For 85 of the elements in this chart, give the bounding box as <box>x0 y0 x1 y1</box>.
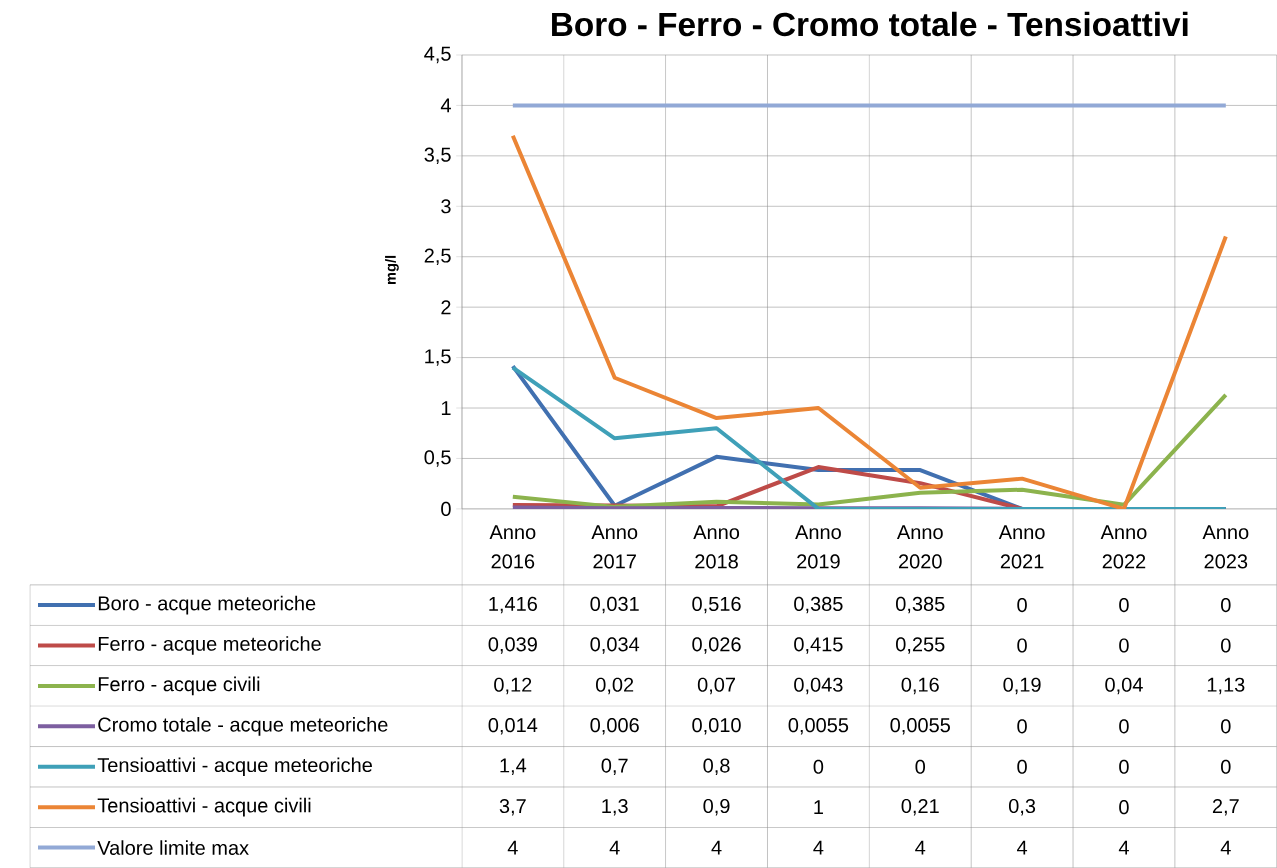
line-series <box>510 133 1228 509</box>
data-label: 0,02 <box>596 677 634 695</box>
legend-label: Tensioattivi - acque meteoriche <box>97 757 372 777</box>
y-tick-label: 2,5 <box>424 248 451 265</box>
data-label: 0,010 <box>692 718 741 735</box>
data-label: 0,7 <box>601 758 628 775</box>
data-label: 0 <box>1221 719 1231 734</box>
data-label: 0,9 <box>703 798 730 816</box>
x-tick-label: Anno 2022 <box>1100 525 1147 569</box>
data-label: 0 <box>1119 759 1129 774</box>
data-label: 4 <box>813 840 824 855</box>
legend-label: Ferro - acque civili <box>98 676 260 696</box>
data-label: 0 <box>1119 800 1129 815</box>
data-label: 0,0055 <box>788 718 849 735</box>
data-label: 0,19 <box>1003 677 1041 695</box>
data-label: 0 <box>915 759 926 774</box>
chart-title: Boro - Ferro - Cromo totale - Tensioattivi <box>552 11 1188 37</box>
data-label: 4 <box>711 840 722 855</box>
x-tick-label: Anno 2019 <box>795 525 841 569</box>
data-label: 1,13 <box>1207 677 1245 695</box>
data-label: 0 <box>1221 597 1231 613</box>
data-label: 0,034 <box>590 637 640 654</box>
data-label: 4 <box>1118 840 1129 855</box>
data-label: 0,031 <box>590 596 639 614</box>
data-label: 0,415 <box>794 637 843 654</box>
data-label: 0 <box>1017 719 1027 734</box>
data-label: 4 <box>609 840 620 855</box>
y-tick-label: 0,5 <box>424 450 451 467</box>
legend-label: Cromo totale - acque meteoriche <box>98 717 388 736</box>
data-label: 0 <box>1017 638 1027 653</box>
data-label: 0,026 <box>692 637 741 654</box>
data-label: 0 <box>1221 638 1231 653</box>
data-label: 2,7 <box>1212 798 1239 816</box>
line-series <box>510 392 1228 509</box>
data-label: 0,04 <box>1105 677 1143 695</box>
y-tick-label: 1 <box>441 401 451 415</box>
data-label: 0 <box>813 759 824 774</box>
data-label: 0,516 <box>692 596 741 614</box>
x-tick-label: Anno 2021 <box>998 525 1045 569</box>
data-label: 0,0055 <box>890 718 950 735</box>
data-label: 0,07 <box>697 677 736 695</box>
data-label: 0,255 <box>896 637 945 654</box>
y-tick-label: 4,5 <box>424 46 451 64</box>
data-label: 1,4 <box>500 758 527 775</box>
legend-label: Boro - acque meteoriche <box>98 595 316 615</box>
data-label: 0,006 <box>590 718 639 735</box>
data-label: 0,385 <box>896 596 945 614</box>
data-label: 0 <box>1119 597 1129 613</box>
data-label: 4 <box>507 840 518 855</box>
data-label: 0 <box>1017 597 1027 613</box>
data-label: 0,16 <box>901 677 939 695</box>
data-label: 1 <box>814 800 823 815</box>
x-tick-label: Anno 2016 <box>489 525 536 569</box>
legend-label: Valore limite max <box>97 840 249 855</box>
data-label: 0,043 <box>794 677 843 695</box>
y-tick-label: 4 <box>440 98 451 113</box>
x-tick-label: Anno 2023 <box>1202 525 1249 569</box>
y-tick-label: 1,5 <box>425 349 451 366</box>
data-label: 0,8 <box>703 758 730 775</box>
y-tick-label: 3,5 <box>424 147 451 165</box>
data-label: 4 <box>915 840 926 855</box>
y-tick-label: 3 <box>441 199 451 214</box>
x-tick-label: Anno 2018 <box>693 525 740 569</box>
data-label: 0,12 <box>494 677 532 695</box>
data-label: 4 <box>1017 840 1028 855</box>
data-label: 0,039 <box>488 637 537 654</box>
data-label: 1,416 <box>489 596 537 614</box>
data-label: 3,7 <box>499 798 526 816</box>
legend-label: Ferro - acque meteoriche <box>98 636 321 655</box>
data-label: 0 <box>1119 638 1129 653</box>
data-label: 0,385 <box>794 596 843 614</box>
legend-label: Tensioattivi - acque civili <box>97 797 311 817</box>
y-tick-label: 0 <box>441 501 451 516</box>
data-label: 4 <box>1220 840 1231 855</box>
data-label: 0,21 <box>901 798 939 816</box>
y-tick-label: 2 <box>441 300 451 315</box>
data-label: 0,014 <box>488 718 538 735</box>
data-label: 0 <box>1017 759 1027 774</box>
x-tick-label: Anno 2017 <box>591 525 638 569</box>
data-label: 0,3 <box>1008 798 1036 816</box>
y-axis-title: mg/l <box>385 255 399 285</box>
data-label: 0 <box>1119 719 1129 734</box>
data-label: 1,3 <box>602 798 628 816</box>
x-tick-label: Anno 2020 <box>896 525 943 569</box>
data-label: 0 <box>1221 759 1231 774</box>
